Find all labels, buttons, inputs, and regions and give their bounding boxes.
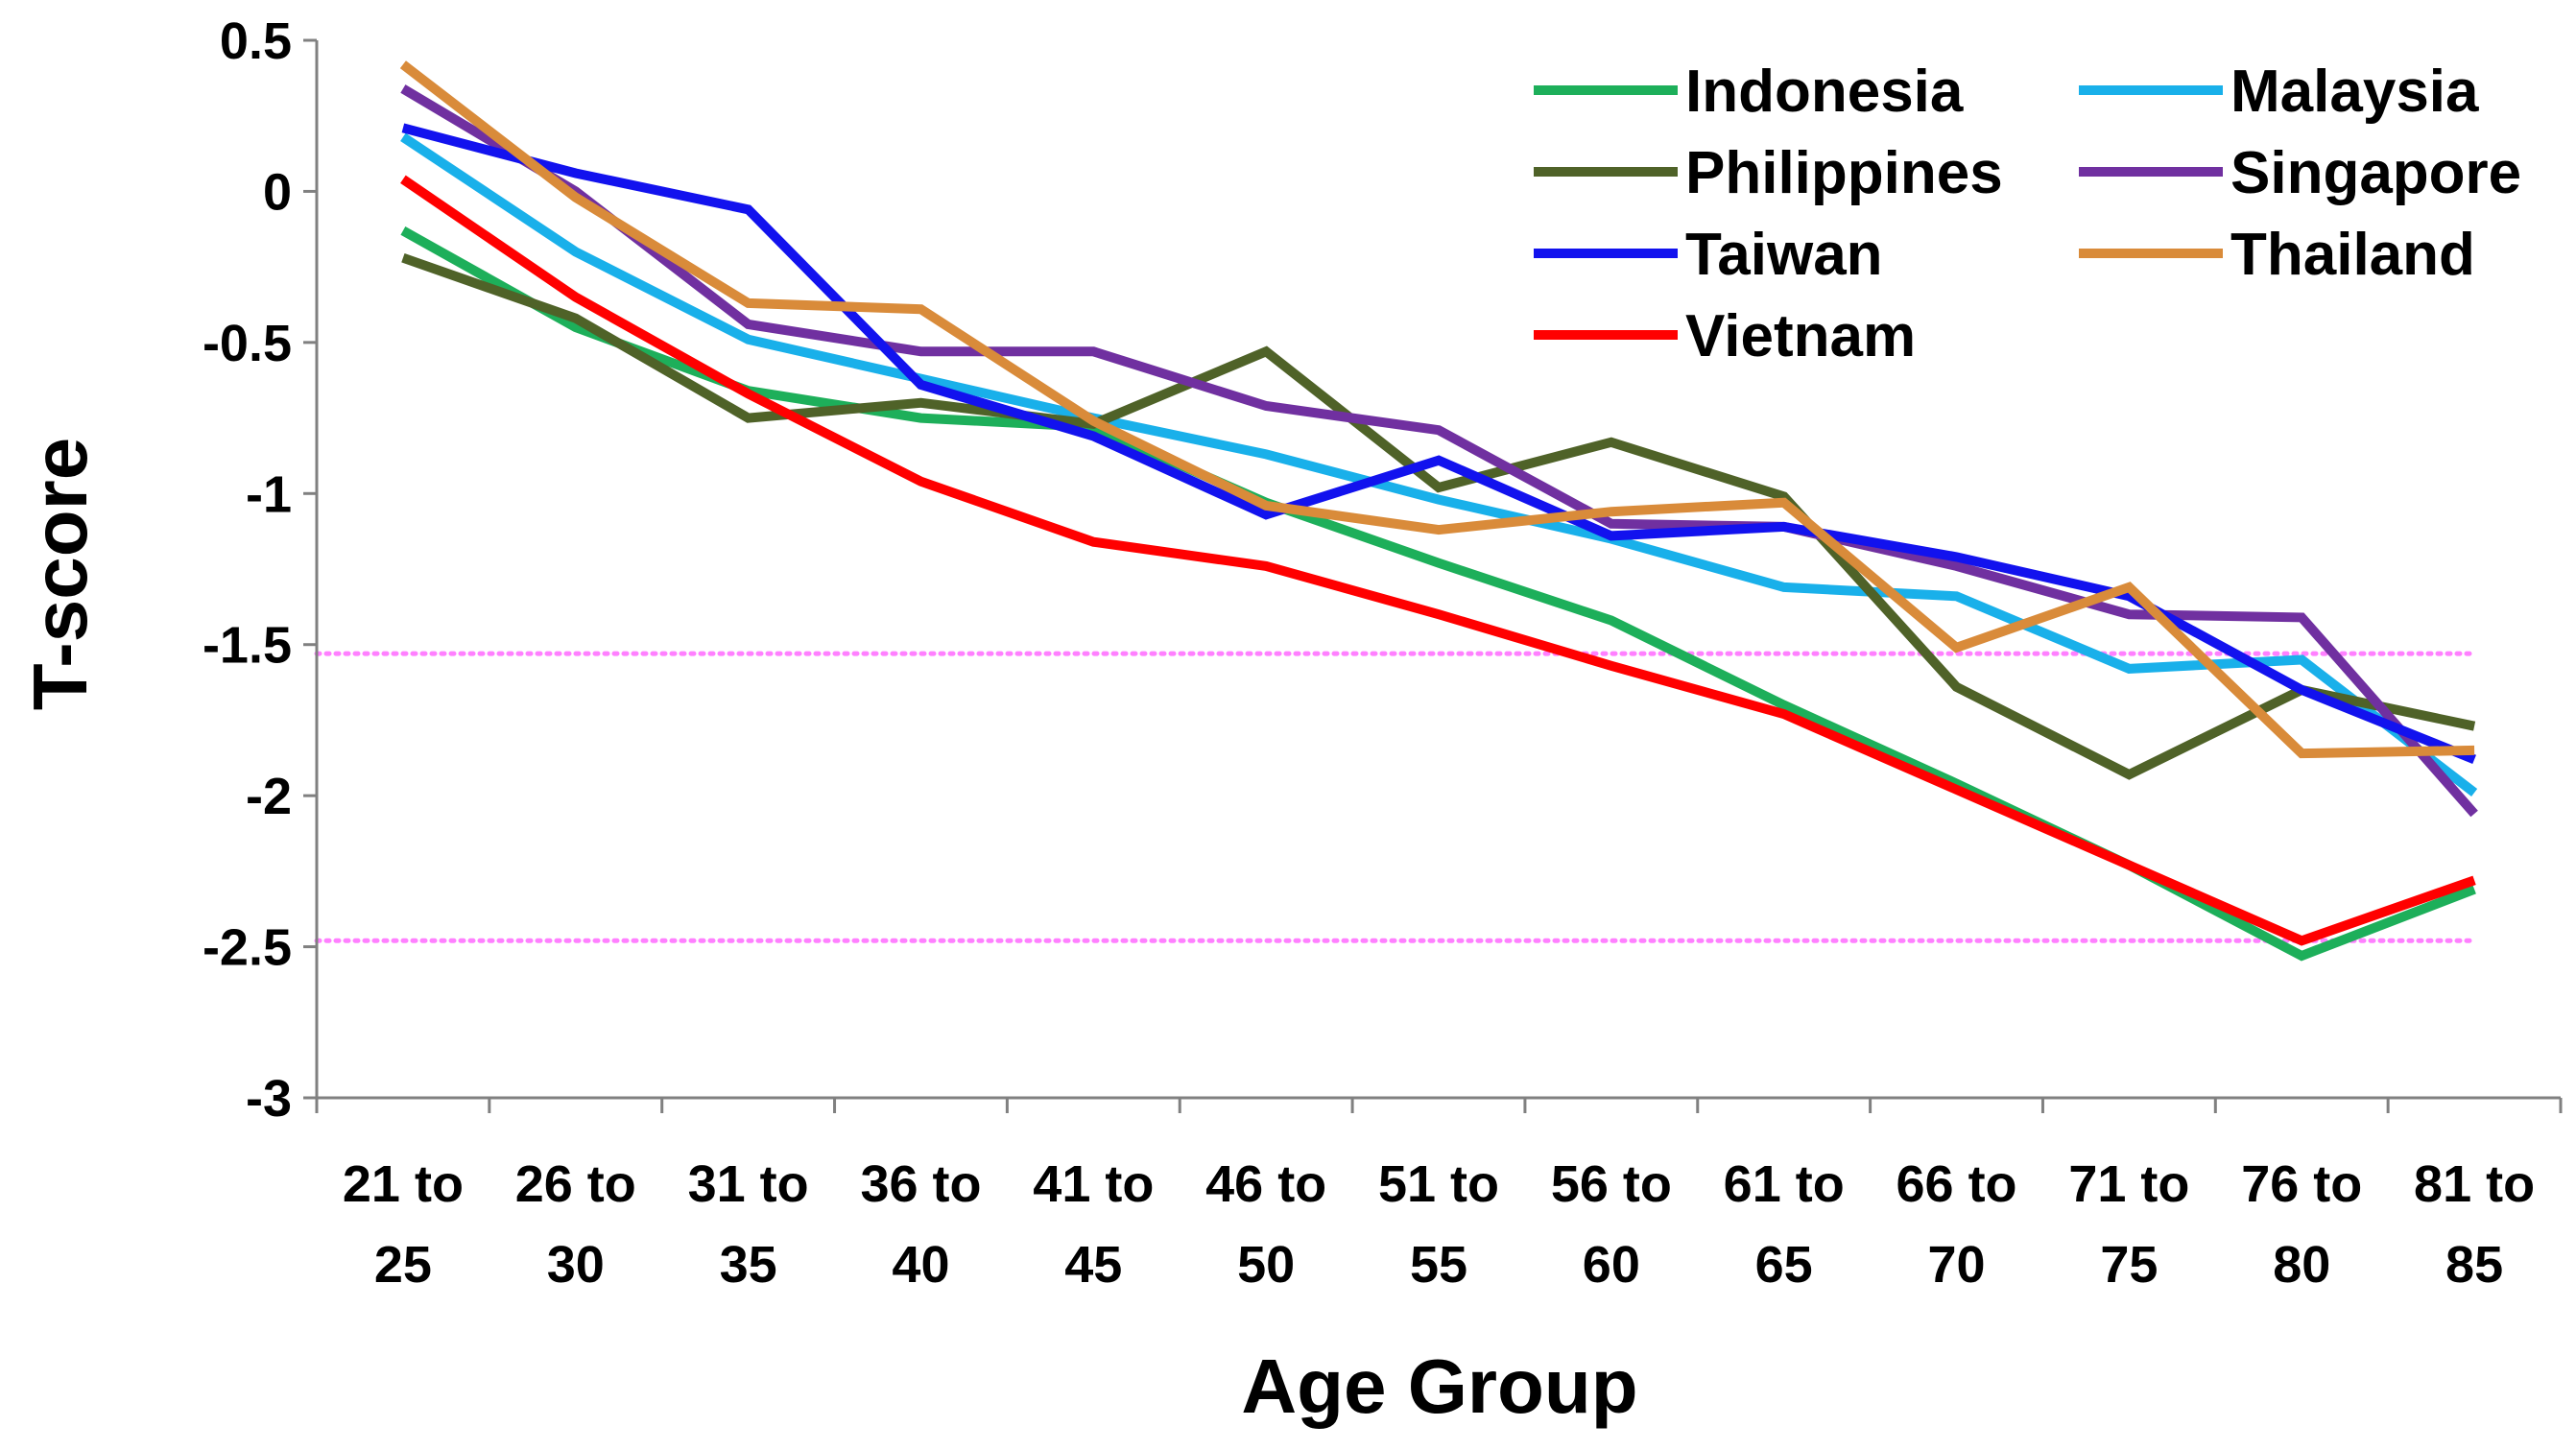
x-tick-label: 66 to 70 <box>1896 1155 2017 1294</box>
x-tick-label-line1: 61 to <box>1724 1155 1845 1213</box>
x-tick-label-line2: 40 <box>892 1236 949 1294</box>
x-tick-label: 36 to 40 <box>860 1155 981 1294</box>
x-tick-label: 81 to 85 <box>2414 1155 2535 1294</box>
x-tick-label: 61 to 65 <box>1724 1155 1845 1294</box>
x-tick-label-line1: 26 to <box>515 1155 636 1213</box>
x-tick-label-line1: 51 to <box>1378 1155 1499 1213</box>
x-tick-label-line2: 80 <box>2273 1236 2330 1294</box>
x-tick-label-line2: 45 <box>1064 1236 1122 1294</box>
x-tick-label-line1: 46 to <box>1205 1155 1326 1213</box>
x-tick-label-line1: 31 to <box>688 1155 809 1213</box>
x-tick-label: 41 to 45 <box>1033 1155 1154 1294</box>
x-tick-label-line1: 76 to <box>2241 1155 2362 1213</box>
legend: Indonesia Malaysia Philippines Singapore Tai… <box>1534 59 2521 369</box>
legend-label-singapore: Singapore <box>2230 140 2521 206</box>
legend-label-taiwan: Taiwan <box>1685 222 1883 288</box>
series-line-singapore <box>400 84 2478 818</box>
x-tick-label: 31 to 35 <box>688 1155 809 1294</box>
y-tick-label: -3 <box>246 1070 292 1128</box>
series-line-indonesia <box>400 226 2476 962</box>
y-tick-label: -2 <box>246 768 292 825</box>
x-tick-label: 46 to 50 <box>1205 1155 1326 1294</box>
x-tick-label-line1: 36 to <box>860 1155 981 1213</box>
x-tick-label: 56 to 60 <box>1551 1155 1672 1294</box>
y-axis-title: T-score <box>17 438 103 711</box>
legend-label-indonesia: Indonesia <box>1685 59 1964 125</box>
series-line-thailand <box>399 60 2475 759</box>
x-tick-label-line2: 30 <box>547 1236 605 1294</box>
y-tick-label: -2.5 <box>203 919 292 977</box>
x-tick-label-line2: 55 <box>1410 1236 1467 1294</box>
legend-label-philippines: Philippines <box>1685 140 2003 206</box>
series-line-vietnam <box>400 175 2476 946</box>
x-tick-label: 71 to 75 <box>2068 1155 2189 1294</box>
x-tick-label: 76 to 80 <box>2241 1155 2362 1294</box>
legend-label-malaysia: Malaysia <box>2230 59 2479 125</box>
x-tick-label-line1: 56 to <box>1551 1155 1672 1213</box>
legend-label-vietnam: Vietnam <box>1685 303 1916 369</box>
x-tick-label-line1: 81 to <box>2414 1155 2535 1213</box>
x-tick-label: 26 to 30 <box>515 1155 636 1294</box>
x-tick-label-line2: 25 <box>374 1236 432 1294</box>
x-tick-label-line2: 75 <box>2100 1236 2158 1294</box>
x-tick-label-line2: 65 <box>1755 1236 1813 1294</box>
x-tick-label-line2: 35 <box>720 1236 777 1294</box>
x-tick-label-line1: 41 to <box>1033 1155 1154 1213</box>
y-tick-label: -0.5 <box>203 315 292 372</box>
x-tick-label: 51 to 55 <box>1378 1155 1499 1294</box>
series-line-philippines <box>401 252 2476 780</box>
x-tick-label: 21 to 25 <box>343 1155 464 1294</box>
x-tick-label-line2: 70 <box>1927 1236 1985 1294</box>
x-tick-label-line2: 50 <box>1237 1236 1295 1294</box>
x-tick-label-line1: 66 to <box>1896 1155 2017 1213</box>
reference-lines <box>314 651 2479 943</box>
y-tick-label: -1.5 <box>203 617 292 675</box>
legend-label-thailand: Thailand <box>2230 222 2475 288</box>
y-tick-label: -1 <box>246 465 292 523</box>
series-line-taiwan <box>401 123 2476 765</box>
series-lines <box>399 60 2478 962</box>
axes: 0.5 0 -0.5 -1 -1.5 -2 -2.5 -3 21 to 25 26 to 30 31 t… <box>203 12 2563 1294</box>
y-tick-label: 0.5 <box>220 12 292 70</box>
x-tick-label-line1: 71 to <box>2068 1155 2189 1213</box>
x-tick-label-line2: 85 <box>2445 1236 2503 1294</box>
y-tick-label: 0 <box>263 163 292 221</box>
series-line-malaysia <box>400 132 2478 796</box>
x-tick-label-line2: 60 <box>1583 1236 1640 1294</box>
x-axis-title: Age Group <box>1241 1343 1637 1429</box>
x-tick-label-line1: 21 to <box>343 1155 464 1213</box>
